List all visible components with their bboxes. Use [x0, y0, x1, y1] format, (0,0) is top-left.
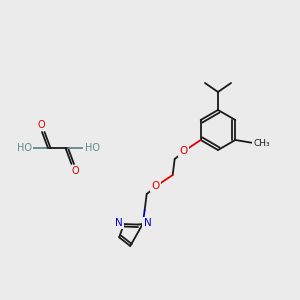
Text: HO: HO [16, 143, 32, 153]
Text: N: N [115, 218, 123, 228]
Text: O: O [180, 146, 188, 156]
Text: HO: HO [85, 143, 100, 153]
Text: O: O [152, 181, 160, 191]
Text: N: N [144, 218, 152, 228]
Text: O: O [71, 166, 79, 176]
Text: CH₃: CH₃ [253, 139, 270, 148]
Text: O: O [37, 120, 45, 130]
